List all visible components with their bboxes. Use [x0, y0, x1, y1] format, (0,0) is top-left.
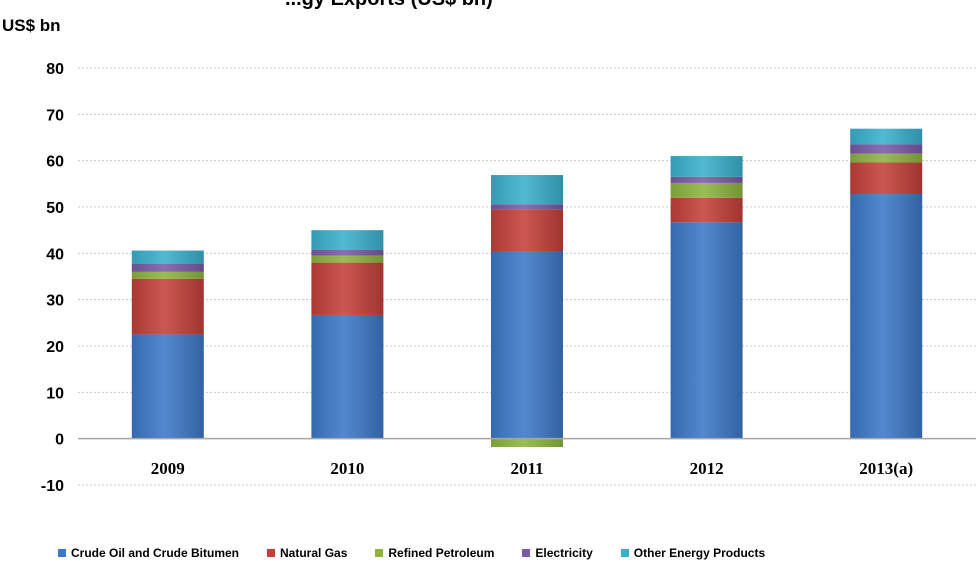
bar-segment-electricity-2011 [491, 204, 563, 210]
bars [131, 128, 923, 448]
y-tick-label: 60 [46, 154, 64, 171]
bar-segment-electricity-2010 [311, 249, 384, 256]
x-tick-label: 2013(a) [859, 459, 913, 478]
bar-segment-crude-oil-and-crude-bitumen-2012 [670, 222, 743, 439]
bar-segment-electricity-2012 [670, 176, 743, 183]
bar-segment-other-energy-products-2009 [131, 250, 204, 264]
bar-segment-natural-gas-2011 [491, 209, 563, 252]
legend-swatch [267, 549, 276, 557]
bar-segment-crude-oil-and-crude-bitumen-2013a [850, 194, 923, 439]
y-tick-label: -10 [41, 478, 64, 495]
x-tick-label: 2011 [510, 459, 543, 478]
bar-segment-natural-gas-2012 [670, 197, 743, 223]
y-tick-label: 0 [55, 432, 64, 449]
y-axis-unit-label: US$ bn [2, 16, 61, 35]
bar-segment-refined-petroleum-2012 [670, 182, 743, 198]
x-axis-ticks: 2009 2010 2011 2012 2013(a) [151, 459, 913, 478]
legend-label: Natural Gas [280, 546, 348, 560]
legend-item: Refined Petroleum [375, 546, 494, 560]
legend: Crude Oil and Crude Bitumen Natural Gas Re… [58, 546, 765, 560]
x-tick-label: 2012 [690, 459, 724, 478]
chart-title: ...gy Exports (US$ bn) [285, 0, 493, 11]
bar-segment-crude-oil-and-crude-bitumen-2011 [491, 251, 563, 439]
bar-segment-refined-petroleum-2013a [850, 153, 923, 163]
bar-segment-crude-oil-and-crude-bitumen-2009 [131, 334, 204, 439]
legend-swatch [522, 549, 531, 557]
bar-segment-other-energy-products-2010 [311, 230, 384, 250]
bar-segment-other-energy-products-2011 [491, 175, 563, 205]
legend-item: Crude Oil and Crude Bitumen [58, 546, 239, 560]
legend-label: Other Energy Products [633, 546, 766, 560]
bar-segment-natural-gas-2009 [131, 278, 204, 335]
y-tick-label: 20 [46, 339, 64, 356]
bar-segment-crude-oil-and-crude-bitumen-2010 [311, 314, 384, 439]
y-tick-label: 30 [46, 293, 64, 310]
bar-segment-refined-petroleum-2010 [311, 255, 384, 263]
legend-swatch [375, 549, 384, 557]
legend-label: Refined Petroleum [388, 546, 495, 560]
bar-segment-electricity-2009 [131, 263, 204, 272]
bar-segment-other-energy-products-2013a [850, 128, 923, 145]
bar-segment-refined-petroleum-2009 [131, 271, 204, 279]
legend-item: Other Energy Products [620, 546, 766, 560]
legend-label: Crude Oil and Crude Bitumen [71, 546, 240, 560]
y-tick-label: 80 [46, 61, 64, 78]
y-tick-label: 50 [46, 200, 64, 217]
bar-segment-refined-petroleum-2011 [491, 438, 563, 448]
legend-swatch [620, 549, 629, 557]
bar-segment-other-energy-products-2012 [670, 156, 743, 177]
bar-segment-electricity-2013a [850, 144, 923, 154]
bar-segment-natural-gas-2013a [850, 162, 923, 195]
legend-swatch [58, 549, 66, 557]
legend-item: Electricity [522, 546, 593, 560]
y-axis-ticks: 80 70 60 50 40 30 20 10 0 -10 [41, 61, 64, 495]
legend-label: Electricity [535, 546, 593, 560]
y-tick-label: 40 [46, 246, 64, 263]
y-tick-label: 70 [46, 107, 64, 124]
bar-segment-natural-gas-2010 [311, 262, 384, 315]
x-tick-label: 2009 [151, 459, 185, 478]
legend-item: Natural Gas [267, 546, 347, 560]
y-tick-label: 10 [46, 385, 64, 402]
x-tick-label: 2010 [330, 459, 364, 478]
